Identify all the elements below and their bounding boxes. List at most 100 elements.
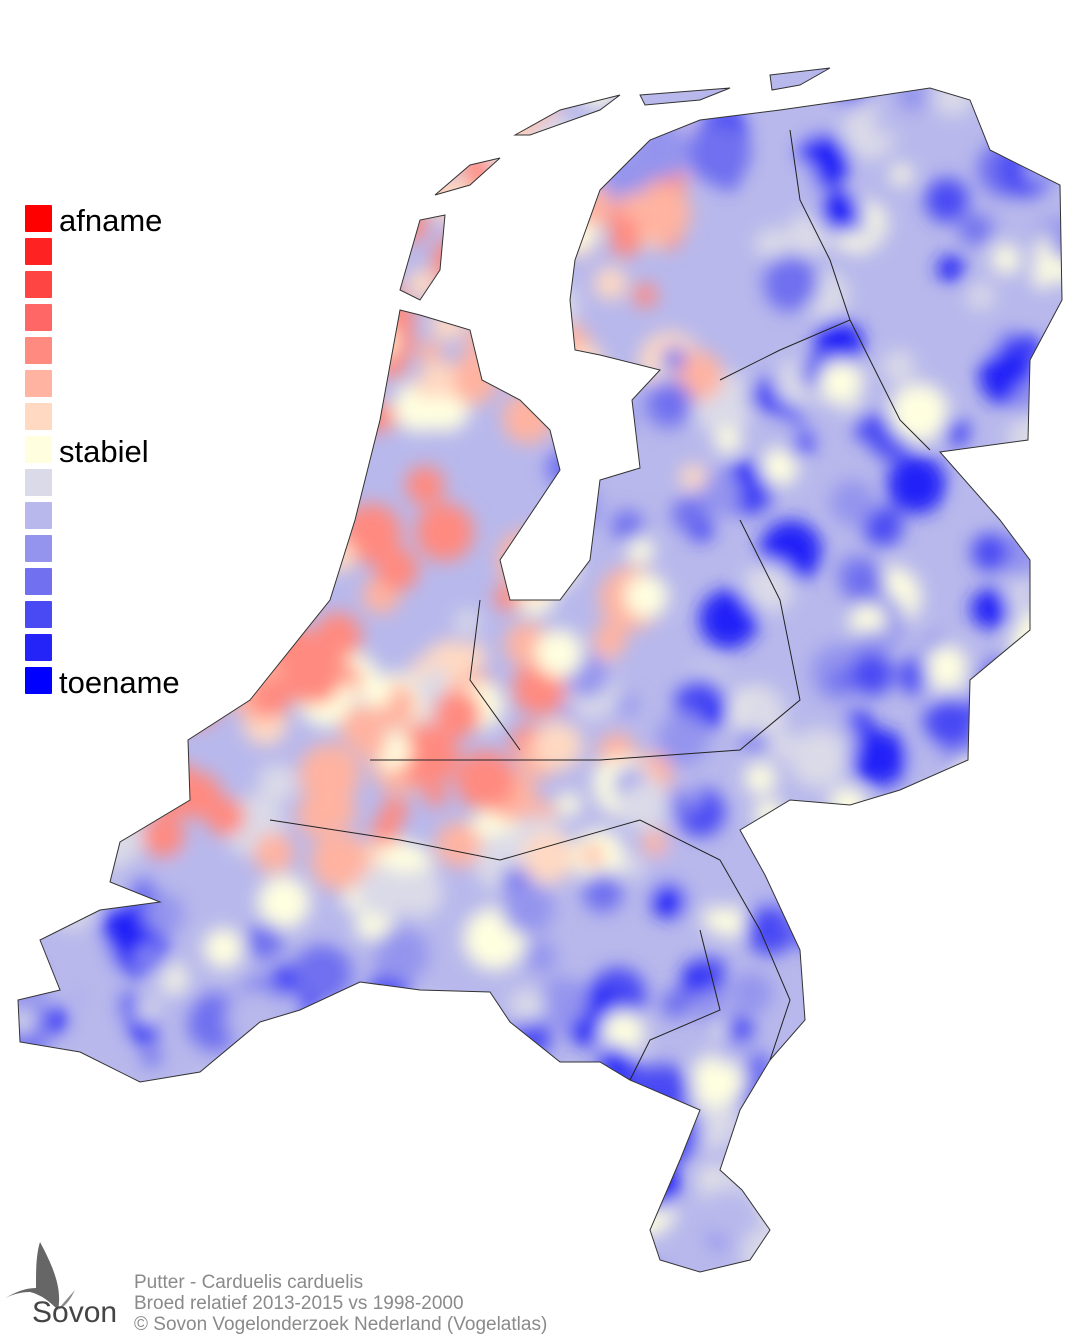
trend-cell — [521, 831, 574, 885]
trend-cell — [844, 1016, 889, 1061]
trend-cell — [220, 509, 273, 562]
trend-cell — [998, 841, 1054, 897]
trend-cell — [645, 1113, 668, 1135]
trend-cell — [787, 213, 830, 257]
trend-cell — [1013, 1042, 1042, 1072]
trend-cell — [68, 941, 114, 987]
trend-cell — [440, 1028, 492, 1080]
trend-cell — [455, 609, 480, 635]
trend-cell — [852, 412, 883, 442]
trend-cell — [488, 1053, 511, 1076]
trend-cell — [251, 1191, 285, 1225]
trend-cell — [571, 1106, 596, 1130]
trend-cell — [18, 714, 49, 773]
trend-cell — [761, 156, 817, 213]
trend-cell — [145, 391, 201, 447]
trend-cell — [156, 281, 191, 316]
trend-cell — [163, 571, 195, 603]
trend-cell — [1035, 838, 1062, 889]
trend-cell — [515, 344, 539, 369]
trend-cell — [572, 1142, 621, 1190]
trend-cell — [160, 272, 214, 326]
trend-cell — [980, 1206, 1042, 1267]
trend-cell — [829, 933, 878, 982]
trend-cell — [282, 486, 306, 511]
trend-cell — [485, 129, 536, 180]
trend-cell — [829, 479, 876, 526]
trend-cell — [18, 133, 45, 165]
map-caption: Putter - Carduelis carduelis Broed relat… — [134, 1272, 547, 1335]
trend-cell — [617, 694, 639, 715]
trend-cell — [100, 297, 164, 361]
trend-cell — [487, 220, 545, 278]
trend-cell — [1001, 950, 1037, 986]
trend-cell — [205, 1234, 247, 1272]
trend-cell — [337, 95, 379, 137]
trend-cell — [219, 217, 263, 261]
trend-cell — [469, 68, 530, 115]
trend-cell — [298, 1198, 331, 1231]
trend-cell — [327, 905, 360, 937]
trend-cell — [983, 853, 1005, 874]
trend-cell — [18, 68, 49, 112]
trend-cell — [1031, 68, 1062, 97]
trend-cell — [83, 99, 147, 163]
trend-cell — [292, 944, 353, 1005]
trend-cell — [135, 1000, 159, 1024]
trend-cell — [251, 676, 292, 717]
trend-cell — [258, 463, 298, 503]
trend-cell — [496, 159, 551, 215]
trend-cell — [339, 1033, 378, 1072]
trend-cell — [18, 1096, 33, 1127]
trend-cell — [593, 622, 627, 657]
trend-cell — [407, 269, 438, 300]
trend-cell — [662, 346, 687, 371]
trend-cell — [258, 763, 297, 803]
trend-cell — [428, 1139, 484, 1194]
trend-cell — [754, 102, 796, 144]
trend-cell — [188, 176, 238, 226]
trend-cell — [754, 1155, 798, 1199]
trend-cell — [761, 254, 819, 312]
legend-label-increase: toename — [59, 665, 180, 700]
trend-cell — [923, 695, 978, 750]
trend-cell — [245, 922, 284, 961]
legend-swatch — [25, 370, 52, 397]
trend-cell — [232, 435, 291, 494]
trend-cell — [660, 989, 691, 1019]
trend-cell — [943, 419, 971, 447]
trend-cell — [331, 312, 384, 364]
trend-cell — [498, 1175, 538, 1216]
trend-cell — [767, 730, 796, 759]
trend-cell — [61, 1133, 107, 1180]
trend-cell — [95, 593, 120, 618]
trend-cell — [435, 821, 481, 867]
trend-cell — [760, 448, 799, 487]
province-borders — [269, 129, 931, 1081]
trend-cell — [589, 429, 625, 464]
trend-cell — [226, 988, 287, 1050]
trend-cell — [151, 284, 214, 346]
trend-cell — [70, 1198, 109, 1237]
trend-cell — [264, 1109, 313, 1158]
trend-cell — [256, 296, 287, 327]
trend-cell — [582, 872, 623, 913]
trend-cell — [556, 792, 581, 817]
trend-cell — [483, 1077, 504, 1098]
trend-cell — [285, 95, 328, 138]
trend-cell — [142, 248, 167, 273]
trend-cell — [820, 191, 863, 234]
trend-cell — [932, 837, 993, 898]
trend-cell — [392, 206, 428, 243]
trend-cell — [747, 1053, 769, 1075]
trend-cell — [624, 574, 669, 619]
trend-cell — [744, 903, 797, 956]
trend-cell — [130, 75, 158, 103]
trend-cell — [1000, 965, 1035, 1000]
trend-cell — [640, 1262, 669, 1272]
trend-cell — [241, 549, 300, 608]
trend-cell — [860, 1246, 897, 1272]
trend-cell — [700, 956, 726, 983]
trend-cell — [523, 132, 570, 179]
trend-cell — [104, 1169, 149, 1214]
